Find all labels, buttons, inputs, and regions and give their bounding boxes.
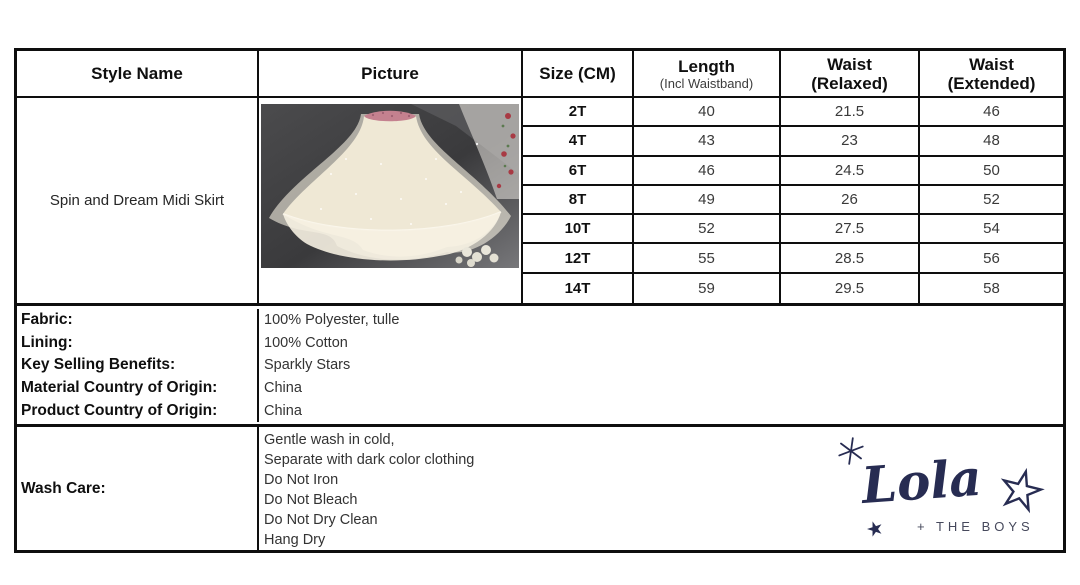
size-row-4T-waist_extended: 48 <box>920 127 1063 157</box>
header-size: Size (CM) <box>523 51 634 96</box>
wash-line-5: Hang Dry <box>264 532 326 548</box>
photo-sparkle-dots <box>320 142 479 225</box>
header-waist-extended: Waist (Extended) <box>920 51 1063 96</box>
header-length-sublabel: (Incl Waistband) <box>659 75 754 91</box>
header-waist-relaxed-line2: (Relaxed) <box>811 73 888 93</box>
detail-value-1: 100% Cotton <box>264 334 348 351</box>
picture-cell <box>259 98 523 303</box>
filled-star-icon <box>866 521 882 537</box>
size-row-10T-length: 52 <box>634 215 781 245</box>
size-row-2T-size: 2T <box>523 98 634 128</box>
size-row-8T-waist_relaxed: 26 <box>781 185 920 216</box>
header-picture-label: Picture <box>361 64 419 83</box>
header-length: Length (Incl Waistband) <box>634 51 781 96</box>
photo-red-flowers <box>496 113 516 189</box>
size-row-8T-length: 49 <box>634 185 781 216</box>
brand-logo: Lola + THE BOYS <box>838 437 1045 537</box>
header-length-label: Length <box>678 56 735 76</box>
header-waist-relaxed: Waist (Relaxed) <box>781 51 920 96</box>
size-row-14T-waist_relaxed: 29.5 <box>781 273 920 303</box>
header-waist-extended-line1: Waist <box>969 54 1014 74</box>
spec-sheet-table: Style Name Picture Size (CM) Length (Inc… <box>14 48 1066 553</box>
wash-line-1: Separate with dark color clothing <box>264 452 475 468</box>
size-row-2T-length: 40 <box>634 98 781 128</box>
sparkle-icon <box>838 437 864 465</box>
size-row-14T-length: 59 <box>634 273 781 303</box>
size-row-12T-size: 12T <box>523 244 634 274</box>
detail-value-0: 100% Polyester, tulle <box>264 312 400 329</box>
outline-star-icon <box>1000 467 1045 514</box>
header-size-label: Size (CM) <box>539 64 616 83</box>
size-row-4T-size: 4T <box>523 127 634 157</box>
detail-value-4: China <box>264 402 302 419</box>
header-style-name-label: Style Name <box>91 64 183 83</box>
header-picture: Picture <box>259 51 523 96</box>
size-row-14T-size: 14T <box>523 273 634 303</box>
photo-waistband-speckles <box>371 111 411 118</box>
size-row-10T-waist_extended: 54 <box>920 215 1063 245</box>
size-row-12T-waist_extended: 56 <box>920 244 1063 274</box>
detail-label-1: Lining: <box>17 331 259 355</box>
detail-value-2: Sparkly Stars <box>264 357 351 374</box>
size-row-2T-waist_relaxed: 21.5 <box>781 98 920 128</box>
wash-care-section: Wash Care: Gentle wash in cold, Separate … <box>17 427 1063 550</box>
size-row-12T-length: 55 <box>634 244 781 274</box>
photo-skirt-ruffle <box>283 212 501 261</box>
detail-label-3: Material Country of Origin: <box>17 376 259 400</box>
wash-care-instructions: Gentle wash in cold, Separate with dark c… <box>264 430 1063 550</box>
table-header-row: Style Name Picture Size (CM) Length (Inc… <box>17 51 1063 98</box>
style-name-value: Spin and Dream Midi Skirt <box>49 192 225 209</box>
size-row-8T-waist_extended: 52 <box>920 186 1063 216</box>
size-row-4T-length: 43 <box>634 127 781 157</box>
wash-care-label: Wash Care: <box>17 427 259 550</box>
photo-floral-fabric <box>459 104 519 199</box>
wash-line-4: Do Not Dry Clean <box>264 512 378 528</box>
wash-line-3: Do Not Bleach <box>264 492 358 508</box>
size-row-6T-waist_relaxed: 24.5 <box>781 156 920 186</box>
size-row-6T-waist_extended: 50 <box>920 157 1063 186</box>
section-divider <box>17 424 1063 427</box>
brand-tagline: + THE BOYS <box>917 519 1034 534</box>
photo-waistband <box>364 110 416 122</box>
wash-line-0: Gentle wash in cold, <box>264 432 395 448</box>
size-row-10T-size: 10T <box>523 215 634 245</box>
detail-value-3: China <box>264 380 302 397</box>
size-row-2T-waist_extended: 46 <box>920 98 1063 128</box>
style-name-cell: Spin and Dream Midi Skirt <box>17 98 259 303</box>
photo-skirt <box>283 116 501 257</box>
size-row-6T-length: 46 <box>634 156 781 186</box>
detail-label-4: Product Country of Origin: <box>17 399 259 422</box>
brand-wordmark: Lola <box>858 448 984 515</box>
detail-label-0: Fabric: <box>17 309 259 332</box>
detail-label-2: Key Selling Benefits: <box>17 354 259 377</box>
product-details: Fabric: 100% Polyester, tulle Lining: 100% … <box>17 306 1063 424</box>
wash-line-2: Do Not Iron <box>264 472 339 488</box>
header-style-name: Style Name <box>17 51 259 96</box>
detail-row: Material Country of Origin: China <box>17 376 1063 400</box>
header-waist-extended-line2: (Extended) <box>947 73 1036 93</box>
wash-care-content: Gentle wash in cold, Separate with dark c… <box>259 427 1063 550</box>
detail-row: Lining: 100% Cotton <box>17 331 1063 355</box>
size-row-12T-waist_relaxed: 28.5 <box>781 244 920 274</box>
section-divider <box>17 303 1063 306</box>
product-photo <box>261 104 519 268</box>
size-row-10T-waist_relaxed: 27.5 <box>781 215 920 245</box>
photo-leaf-dots <box>501 124 510 168</box>
detail-row: Product Country of Origin: China <box>17 399 1063 422</box>
wash-care-label-text: Wash Care: <box>21 479 106 497</box>
header-waist-relaxed-line1: Waist <box>827 54 872 74</box>
photo-flower-appliques <box>455 245 499 267</box>
size-chart: Spin and Dream Midi Skirt <box>17 98 1063 303</box>
detail-row: Fabric: 100% Polyester, tulle <box>17 309 1063 332</box>
size-row-14T-waist_extended: 58 <box>983 279 1000 297</box>
size-row-4T-waist_relaxed: 23 <box>781 127 920 157</box>
size-row-6T-size: 6T <box>523 156 634 186</box>
detail-row: Key Selling Benefits: Sparkly Stars <box>17 354 1063 377</box>
size-row-8T-size: 8T <box>523 185 634 216</box>
